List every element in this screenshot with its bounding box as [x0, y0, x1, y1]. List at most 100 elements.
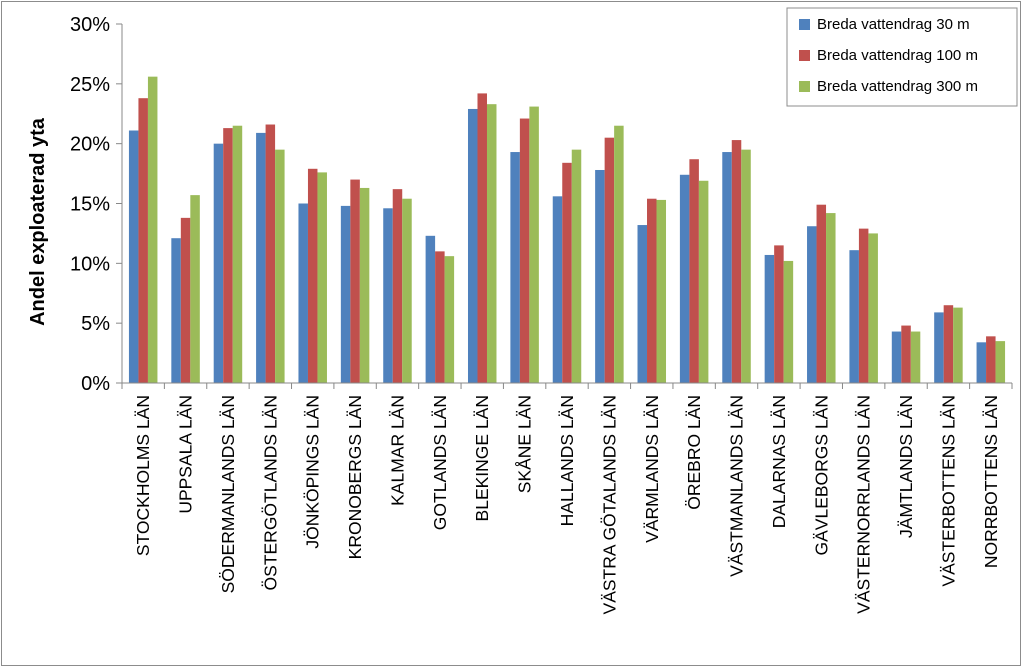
bar	[425, 235, 436, 383]
bar	[444, 256, 455, 383]
bar	[722, 152, 732, 383]
bar	[359, 187, 370, 383]
bar	[995, 341, 1006, 383]
bar	[317, 172, 327, 383]
bar	[604, 137, 615, 383]
bar	[392, 189, 403, 383]
bar	[147, 76, 158, 384]
bar	[858, 228, 869, 383]
x-category-label: VÄRMLANDS LÄN	[642, 395, 662, 543]
bar	[868, 233, 878, 383]
bar	[402, 198, 412, 383]
bar	[741, 149, 751, 383]
legend-swatch-30m	[799, 19, 810, 30]
bar	[731, 140, 742, 383]
bar	[910, 331, 921, 383]
legend-box	[786, 7, 1018, 107]
bar	[656, 199, 667, 383]
bar	[307, 168, 318, 383]
bar	[171, 238, 181, 383]
y-tick-label: 10%	[70, 253, 110, 275]
bar	[816, 204, 827, 383]
x-category-label: SKÅNE LÄN	[515, 395, 535, 493]
x-category-label: HALLANDS LÄN	[557, 395, 577, 526]
bar	[934, 312, 944, 383]
legend-label-30m: Breda vattendrag 30 m	[817, 16, 970, 33]
bar	[467, 108, 478, 384]
bar	[571, 149, 582, 383]
x-category-label: UPPSALA LÄN	[176, 395, 196, 514]
x-category-label: VÄSTERBOTTENS LÄN	[938, 395, 958, 587]
bar	[529, 106, 539, 383]
x-category-label: KRONOBERGS LÄN	[345, 395, 365, 559]
y-tick-label: 0%	[81, 373, 110, 395]
x-category-label: JÄMTLANDS LÄN	[896, 395, 916, 538]
bar	[807, 226, 817, 383]
bar	[435, 251, 445, 383]
x-category-label: BLEKINGE LÄN	[472, 395, 492, 521]
x-category-label: NORRBOTTENS LÄN	[981, 395, 1001, 568]
x-category-label: STOCKHOLMS LÄN	[133, 395, 153, 556]
bar	[595, 169, 605, 383]
x-axis-category-labels: STOCKHOLMS LÄN UPPSALA LÄN SÖDERMANLANDS L…	[133, 395, 1001, 614]
bar	[901, 325, 911, 383]
bar	[764, 254, 775, 383]
y-tick-label: 30%	[70, 14, 110, 36]
bar	[552, 196, 563, 383]
bar	[256, 132, 266, 383]
x-category-label: JÖNKÖPINGS LÄN	[303, 395, 323, 549]
bar	[180, 217, 191, 383]
legend-swatch-300m	[799, 81, 810, 92]
bar	[614, 125, 624, 383]
bar	[647, 198, 657, 383]
x-category-label: ÖSTERGÖTLANDS LÄN	[260, 395, 280, 590]
bar	[232, 125, 243, 383]
y-tick-label: 5%	[81, 313, 110, 335]
axes	[121, 24, 1013, 389]
bar	[138, 98, 148, 384]
y-axis-ticks: 0% 5% 10% 15% 20% 25% 30%	[70, 14, 122, 395]
x-category-label: VÄSTMANLANDS LÄN	[727, 395, 747, 577]
x-category-label: VÄSTERNORRLANDS LÄN	[854, 395, 874, 614]
x-category-label: VÄSTRA GÖTALANDS LÄN	[599, 395, 619, 614]
bar	[486, 104, 497, 383]
y-tick-label: 20%	[70, 134, 110, 156]
bar	[849, 250, 859, 383]
bar	[265, 124, 276, 384]
y-tick-label: 15%	[70, 194, 110, 216]
bar	[223, 128, 233, 383]
bar	[562, 162, 572, 383]
x-category-label: ÖREBRO LÄN	[684, 395, 704, 510]
bar	[943, 305, 954, 383]
x-category-label: KALMAR LÄN	[387, 395, 407, 506]
bar	[383, 208, 393, 383]
x-category-label: GÄVLEBORGS LÄN	[811, 395, 831, 555]
bar	[190, 195, 200, 383]
bar	[298, 203, 308, 383]
bar	[637, 225, 648, 383]
bar	[953, 307, 963, 383]
bar	[679, 174, 690, 383]
x-category-label: SÖDERMANLANDS LÄN	[218, 395, 238, 593]
x-category-label: GOTLANDS LÄN	[430, 395, 450, 530]
bar	[340, 205, 351, 383]
bar	[698, 180, 709, 383]
legend-label-300m: Breda vattendrag 300 m	[817, 78, 978, 95]
x-category-label: DALARNAS LÄN	[769, 395, 789, 528]
bar	[275, 149, 285, 383]
bar	[891, 331, 902, 383]
bar	[826, 213, 836, 383]
y-tick-label: 25%	[70, 74, 110, 96]
bar	[350, 179, 360, 383]
bar	[976, 342, 987, 383]
bar	[774, 245, 784, 383]
bar	[783, 260, 794, 383]
bar	[477, 93, 487, 383]
bar	[519, 118, 530, 383]
bars	[128, 76, 1006, 384]
legend-label-100m: Breda vattendrag 100 m	[817, 47, 978, 64]
bar	[689, 159, 699, 383]
legend: Breda vattendrag 30 m Breda vattendrag 1…	[786, 7, 1018, 107]
